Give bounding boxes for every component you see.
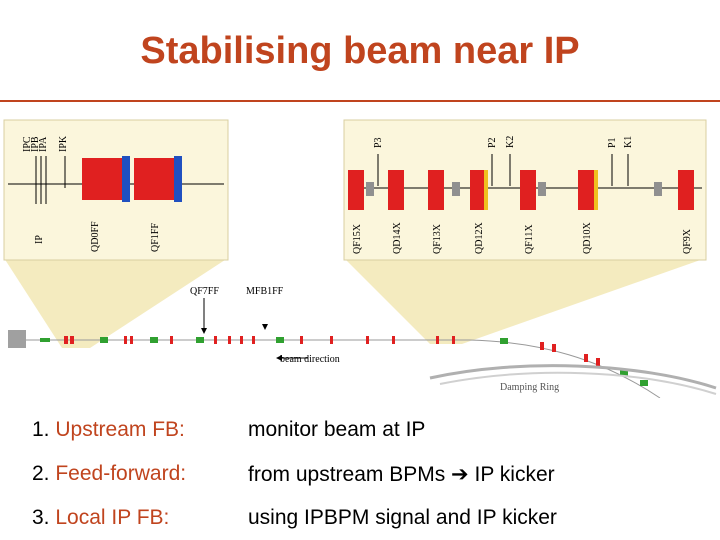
beam-direction-arrow-head	[276, 355, 282, 361]
page-title: Stabilising beam near IP	[140, 30, 580, 72]
mfb1ff-pointer-head	[262, 324, 268, 330]
item-number: 1.	[32, 418, 56, 441]
sextupole-qd0ff	[122, 156, 130, 202]
item-label: Feed-forward:	[55, 462, 187, 485]
label-qf1ff: QF1FF	[150, 223, 161, 252]
beamline-elements	[40, 336, 648, 386]
sextupole-qf1ff	[174, 156, 182, 202]
dump-block	[8, 330, 26, 348]
item-label: Upstream FB:	[55, 418, 185, 441]
label-ip: IP	[34, 235, 45, 244]
left-zoom-wedge	[4, 258, 228, 348]
item-number: 3.	[32, 506, 56, 529]
beamline-bend	[469, 339, 661, 398]
label-p1: P1	[607, 137, 618, 148]
item-description: monitor beam at IP	[248, 418, 426, 441]
list-item: 3. Local IP FB: using IPBPM signal and I…	[32, 506, 557, 530]
beamline-diagram: IPC IPB IPA IPK IP QD0FF QF1FF P3 P	[3, 119, 717, 398]
damping-ring-arc-inner	[439, 371, 717, 395]
item-label: Local IP FB:	[55, 506, 170, 529]
label-p2: P2	[487, 137, 498, 148]
right-zoom-wedge	[344, 258, 706, 344]
beam-direction-label: beam direction	[280, 354, 340, 365]
label-k2: K2	[505, 136, 516, 148]
label-ipc: IPC	[22, 136, 33, 152]
item-number: 2.	[32, 462, 56, 485]
label-p3: P3	[373, 137, 384, 148]
label-qf15x: QF15X	[352, 223, 363, 254]
ip-marker-lines	[35, 156, 66, 204]
label-mfb1ff: MFB1FF	[246, 286, 284, 297]
list-item: 1. Upstream FB: monitor beam at IP	[32, 418, 425, 442]
label-qf11x: QF11X	[524, 224, 535, 254]
label-k1: K1	[623, 136, 634, 148]
label-ipb: IPB	[30, 136, 41, 152]
title-divider	[0, 100, 720, 102]
magnet-qf1ff	[134, 158, 176, 200]
label-ipk: IPK	[58, 135, 69, 152]
label-qd14x: QD14X	[392, 222, 403, 254]
label-qd0ff: QD0FF	[90, 221, 101, 252]
right-inset-magnets	[348, 170, 694, 210]
damping-ring-arc	[429, 364, 717, 390]
label-qf7ff: QF7FF	[190, 286, 219, 297]
damping-ring-label: Damping Ring	[500, 382, 559, 393]
right-inset-labels: P3 P2 K2 P1 K1 QF15X QD14X QF13X QD12X Q…	[352, 136, 693, 254]
left-inset-labels: IPC IPB IPA IPK IP QD0FF QF1FF	[22, 135, 161, 252]
label-qf13x: QF13X	[432, 223, 443, 254]
label-qd10x: QD10X	[582, 222, 593, 254]
item-description: using IPBPM signal and IP kicker	[248, 506, 557, 529]
qf7ff-pointer-head	[201, 328, 207, 334]
magnet-qd0ff	[82, 158, 124, 200]
label-qf9x: QF9X	[682, 228, 693, 254]
list-item: 2. Feed-forward: from upstream BPMs ➔ IP…	[32, 462, 555, 486]
label-qd12x: QD12X	[474, 222, 485, 254]
beamline-labels: QF7FF MFB1FF	[190, 286, 284, 297]
label-ipa: IPA	[38, 136, 49, 152]
right-inset-markers	[377, 154, 629, 186]
item-description: from upstream BPMs ➔ IP kicker	[248, 463, 555, 486]
